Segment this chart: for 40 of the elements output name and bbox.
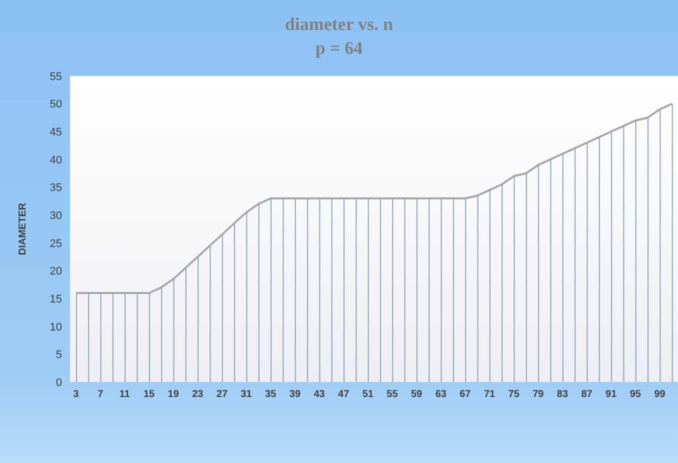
x-tick-label: 7 [98, 389, 104, 400]
x-tick-label: 59 [410, 389, 423, 400]
chart-subtitle: p = 64 [314, 37, 364, 60]
x-tick-label: 11 [119, 389, 130, 400]
y-tick-label: 45 [50, 126, 62, 139]
y-tick-label: 5 [56, 349, 62, 362]
x-tick-label: 43 [314, 389, 326, 400]
y-tick-label: 25 [50, 238, 62, 250]
y-tick-label: 35 [50, 182, 62, 194]
y-tick-label: 10 [50, 321, 62, 334]
x-tick-label: 35 [265, 389, 277, 400]
x-tick-label: 63 [435, 389, 447, 400]
x-tick-label: 27 [216, 389, 228, 400]
y-tick-label: 15 [50, 293, 62, 306]
x-tick-label: 31 [240, 389, 252, 400]
x-tick-label: 3 [73, 389, 80, 400]
x-tick-label: 71 [484, 389, 496, 400]
x-tick-label: 55 [386, 389, 398, 400]
x-tick-label: 19 [168, 389, 180, 400]
x-tick-label: 23 [192, 389, 204, 400]
x-tick-label: 83 [556, 389, 568, 400]
y-tick-label: 50 [50, 98, 62, 111]
x-tick-label: 75 [508, 389, 520, 400]
y-tick-label: 55 [50, 70, 62, 83]
y-tick-label: 40 [50, 154, 62, 166]
x-tick-label: 47 [338, 389, 350, 400]
x-tick-label: 51 [362, 389, 374, 400]
chart-title: diameter vs. n [284, 13, 394, 36]
x-tick-label: 87 [581, 389, 593, 400]
y-tick-label: 30 [50, 210, 62, 222]
x-tick-label: 67 [460, 389, 472, 400]
y-tick-label: 20 [50, 266, 62, 278]
x-tick-label: 39 [289, 389, 301, 400]
x-tick-label: 99 [654, 389, 666, 400]
x-tick-label: 79 [532, 389, 544, 400]
y-axis-title: DIAMETER [18, 202, 29, 256]
x-tick-label: 15 [143, 389, 156, 400]
x-tick-label: 95 [630, 389, 642, 400]
y-tick-label: 0 [56, 376, 62, 389]
x-tick-label: 91 [606, 389, 618, 400]
